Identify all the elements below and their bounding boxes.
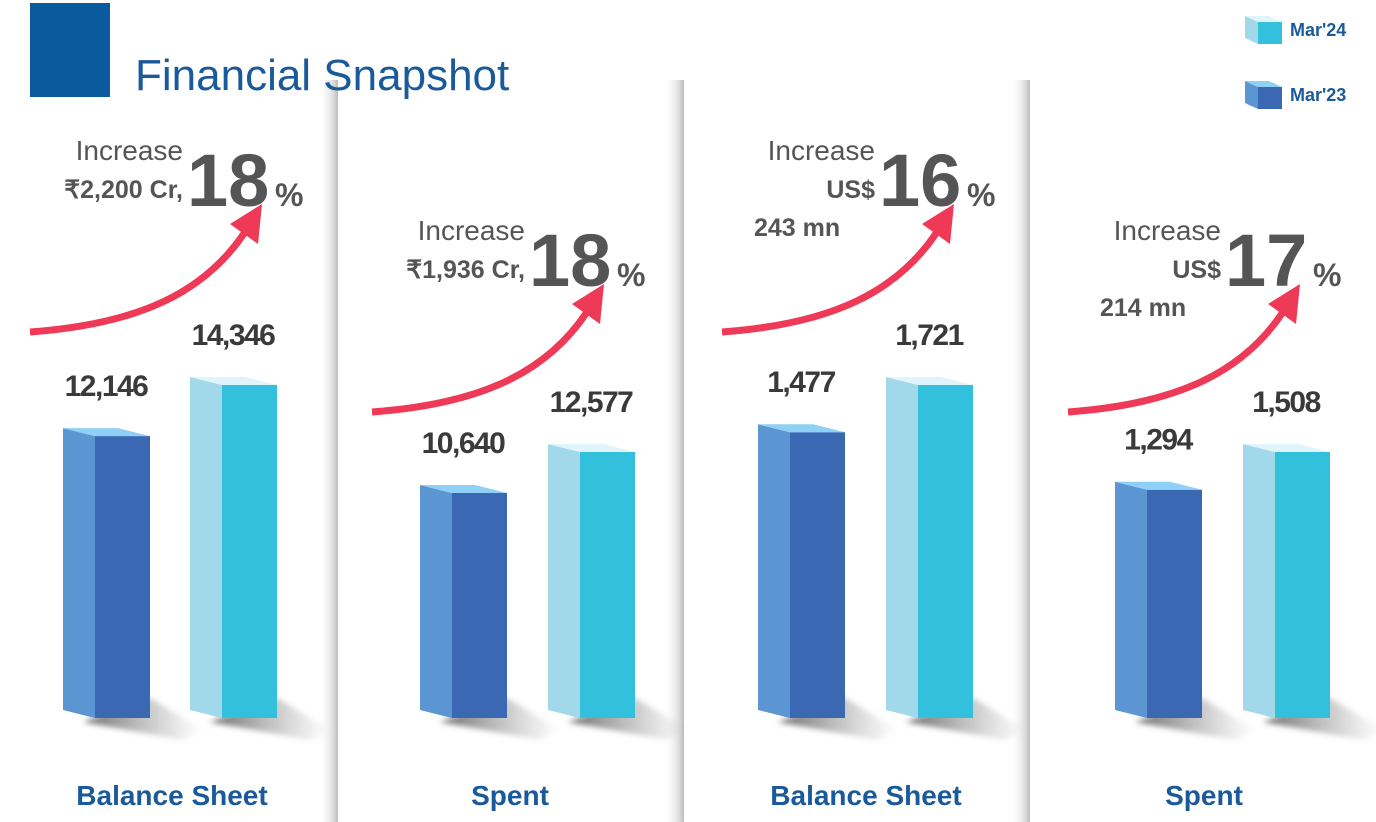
- increase-arrow: [1067, 310, 1286, 416]
- increase-arrow: [29, 230, 248, 336]
- bar: [190, 377, 277, 718]
- increase-percent-unit: %: [1313, 257, 1341, 293]
- increase-percent: 18: [529, 219, 611, 302]
- legend-icon-side: [1245, 16, 1258, 44]
- panel-separator: [664, 80, 684, 822]
- bar-shadow: [778, 698, 898, 740]
- bar-shadow: [568, 698, 688, 740]
- increase-percent-unit: %: [617, 257, 645, 293]
- value-label: 14,346: [192, 319, 276, 352]
- value-label: 1,721: [895, 319, 963, 352]
- title: Financial Snapshot: [135, 51, 509, 100]
- bar-front: [790, 432, 845, 718]
- chart-label: Balance Sheet: [770, 780, 961, 811]
- bar-top: [190, 377, 277, 385]
- increase-label: Increase: [768, 135, 875, 166]
- bar-front: [580, 452, 635, 718]
- increase-percent: 18: [187, 139, 269, 222]
- legend-icon-front: [1258, 87, 1282, 109]
- increase-amount: ₹2,200 Cr,: [64, 176, 183, 204]
- value-label: 12,577: [550, 386, 634, 419]
- increase-percent-unit: %: [275, 177, 303, 213]
- bar-side: [1115, 481, 1147, 718]
- value-label: 10,640: [422, 427, 506, 460]
- bar-front: [452, 492, 507, 718]
- increase-amount: 243 mn: [754, 214, 840, 242]
- bar-side: [886, 377, 918, 718]
- bar-top: [420, 484, 507, 493]
- legend-icon-front: [1258, 22, 1282, 44]
- increase-amount: US$: [826, 176, 875, 204]
- bar-side: [548, 444, 580, 718]
- bar-side: [420, 484, 452, 718]
- bar-top: [548, 444, 635, 452]
- value-label: 12,146: [65, 370, 149, 403]
- chart-label: Spent: [471, 780, 549, 811]
- bar-shadow: [1135, 698, 1255, 740]
- bar-shadow: [83, 698, 203, 740]
- increase-percent-unit: %: [967, 177, 995, 213]
- bar-shadow: [906, 698, 1026, 740]
- bar-front: [1147, 489, 1202, 718]
- title-block: [30, 3, 110, 97]
- bar-side: [1243, 444, 1275, 718]
- value-label: 1,477: [767, 366, 835, 399]
- bar-shadow: [210, 698, 330, 740]
- panel-separator: [318, 80, 338, 822]
- increase-amount: ₹1,936 Cr,: [406, 256, 525, 284]
- bar-front: [1275, 452, 1330, 718]
- legend-label: Mar'23: [1290, 85, 1346, 105]
- legend-icon-top: [1245, 16, 1282, 22]
- increase-arrow: [371, 310, 590, 416]
- increase-percent: 17: [1225, 219, 1307, 302]
- bar-top: [886, 377, 973, 385]
- increase-label: Increase: [76, 135, 183, 166]
- legend-item: Mar'23: [1245, 81, 1346, 109]
- increase-amount: 214 mn: [1100, 294, 1186, 322]
- bar-shadow: [440, 698, 560, 740]
- bar-shadow: [1263, 698, 1376, 740]
- increase-arrowhead: [572, 284, 604, 324]
- increase-arrowhead: [230, 204, 262, 244]
- bar-front: [918, 385, 973, 718]
- increase-arrowhead: [1268, 284, 1300, 324]
- legend-item: Mar'24: [1245, 16, 1346, 44]
- bar-top: [1115, 481, 1202, 490]
- bar: [548, 444, 635, 718]
- bar-front: [95, 436, 150, 718]
- value-label: 1,508: [1252, 386, 1320, 419]
- bar-top: [758, 424, 845, 433]
- bar-top: [1243, 444, 1330, 452]
- bar-side: [190, 377, 222, 718]
- value-label: 1,294: [1124, 424, 1193, 457]
- bar: [1243, 444, 1330, 718]
- increase-label: Increase: [418, 215, 525, 246]
- bar: [420, 484, 507, 718]
- chart-label: Balance Sheet: [76, 780, 267, 811]
- increase-percent: 16: [879, 139, 961, 222]
- bar: [63, 428, 150, 718]
- increase-label: Increase: [1114, 215, 1221, 246]
- legend-icon-side: [1245, 81, 1258, 109]
- bar: [1115, 481, 1202, 718]
- bar-side: [63, 428, 95, 718]
- bar-front: [222, 385, 277, 718]
- legend-icon-top: [1245, 81, 1282, 87]
- increase-amount: US$: [1172, 256, 1221, 284]
- legend-label: Mar'24: [1290, 20, 1346, 40]
- panel-separator: [1010, 80, 1030, 822]
- chart-label: Spent: [1165, 780, 1243, 811]
- increase-arrowhead: [922, 204, 954, 244]
- bar-side: [758, 424, 790, 718]
- increase-arrow: [721, 230, 940, 336]
- bar-top: [63, 428, 150, 437]
- bar: [886, 377, 973, 718]
- bar: [758, 424, 845, 718]
